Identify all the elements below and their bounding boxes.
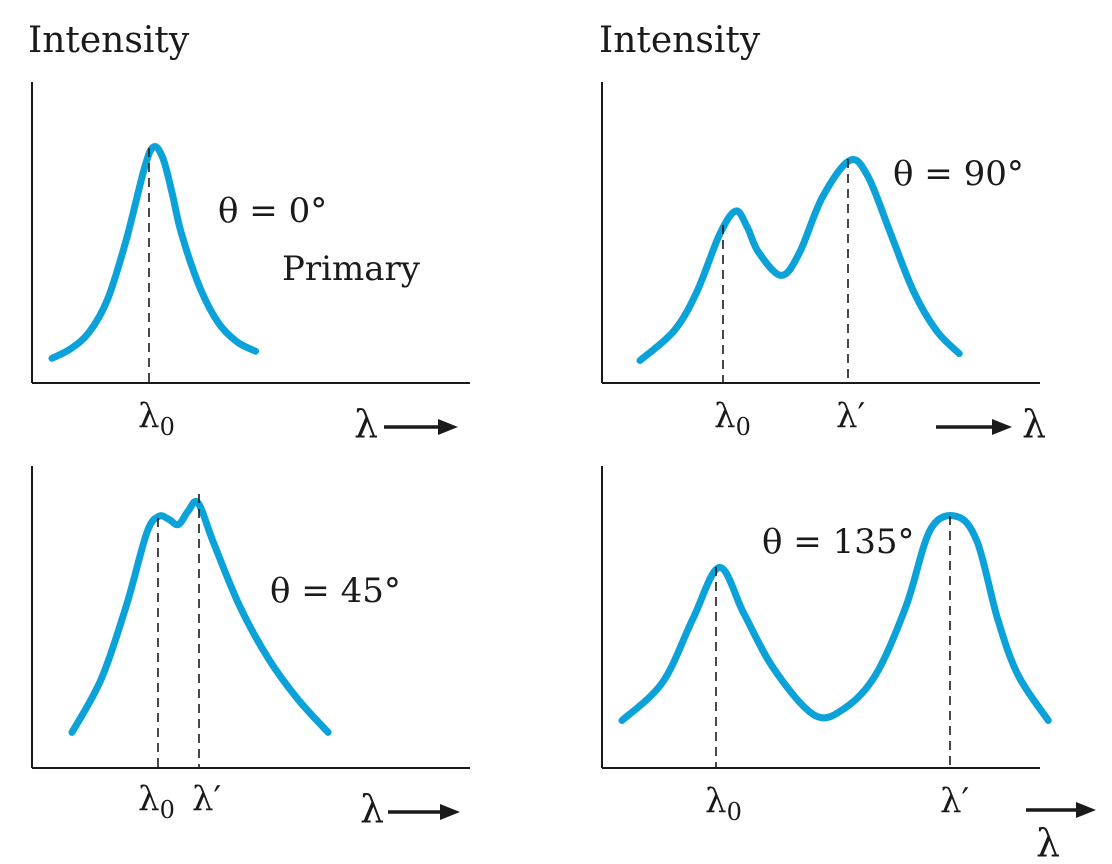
- series-line: [68, 497, 332, 736]
- theta-label: θ = 90°: [893, 154, 1024, 194]
- x-arrowhead-icon: [992, 419, 1012, 435]
- y-axis-label: Intensity: [28, 20, 190, 61]
- series-line: [48, 143, 259, 362]
- panel-theta-90: Intensity θ = 90° λ0 λ′ λ: [599, 20, 1046, 446]
- x-tick-label: λ′: [192, 779, 221, 819]
- x-arrow-label: λ: [360, 787, 384, 831]
- x-arrowhead-icon: [1076, 802, 1096, 818]
- x-arrow-label: λ: [354, 402, 378, 446]
- panel-theta-0: Intensity θ = 0° Primary λ0 λ: [28, 20, 470, 446]
- x-tick-label: λ′: [836, 396, 865, 436]
- panel-theta-45: θ = 45° λ0 λ′ λ: [31, 466, 470, 831]
- y-axis-label: Intensity: [599, 20, 761, 61]
- primary-label: Primary: [282, 249, 421, 289]
- x-arrowhead-icon: [440, 804, 460, 820]
- series-line: [618, 512, 1052, 724]
- x-tick-label: λ0: [138, 396, 175, 441]
- panel-theta-135: θ = 135° λ0 λ′ λ: [601, 466, 1096, 864]
- x-tick-label: λ0: [138, 779, 175, 824]
- x-arrow-label: λ: [1022, 402, 1046, 446]
- x-tick-label: λ0: [714, 396, 751, 441]
- x-tick-label: λ′: [940, 781, 969, 821]
- theta-label: θ = 135°: [762, 522, 914, 562]
- x-arrowhead-icon: [438, 419, 458, 435]
- series-line: [636, 156, 963, 364]
- x-arrow-label: λ: [1036, 821, 1060, 864]
- theta-label: θ = 45°: [270, 571, 401, 611]
- x-tick-label: λ0: [705, 781, 742, 826]
- theta-label: θ = 0°: [218, 191, 327, 231]
